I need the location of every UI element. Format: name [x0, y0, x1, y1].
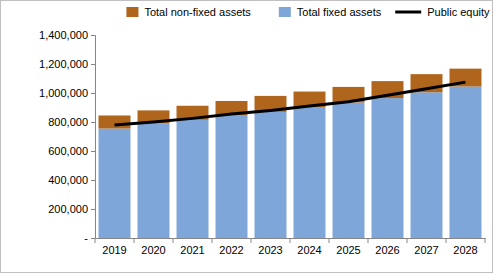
x-axis: 2019 2020 2021 2022 2023 2024 2025 2026 2027 2028: [96, 238, 486, 256]
legend-label: Total fixed assets: [297, 6, 382, 18]
x-separator: [134, 238, 135, 243]
x-separator: [290, 238, 291, 243]
legend-symbol: [126, 7, 138, 17]
x-separator: [485, 238, 486, 243]
y-tick: 1,200,000: [39, 58, 95, 70]
x-tick: 2019: [102, 238, 126, 256]
legend-symbol: [395, 11, 421, 14]
x-tick: 2022: [219, 238, 243, 256]
bar: [450, 86, 482, 238]
x-separator: [173, 238, 174, 243]
y-tick-label: -: [84, 232, 88, 244]
x-tick: 2027: [414, 238, 438, 256]
x-tick: 2021: [180, 238, 204, 256]
y-tick-label: 600,000: [48, 145, 88, 157]
x-separator: [407, 238, 408, 243]
y-tick-mark: [91, 122, 95, 123]
y-tick: 1,000,000: [39, 87, 95, 99]
x-tick: 2020: [141, 238, 165, 256]
y-tick-mark: [91, 151, 95, 152]
x-separator: [251, 238, 252, 243]
x-tick: 2026: [375, 238, 399, 256]
x-separator: [95, 238, 96, 243]
x-separator: [368, 238, 369, 243]
legend-item: Total non-fixed assets: [126, 6, 251, 18]
plot: - 200,000 400,000 600,000 800,000 1,000,000 1,…: [39, 29, 485, 256]
y-tick: 800,000: [48, 116, 95, 128]
y-tick-mark: [91, 93, 95, 94]
x-separator: [446, 238, 447, 243]
y-tick-label: 800,000: [48, 116, 88, 128]
x-tick-label: 2024: [297, 244, 321, 256]
bar: [99, 129, 131, 238]
y-tick-label: 1,000,000: [39, 87, 88, 99]
bar: [138, 123, 170, 238]
x-tick: 2023: [258, 238, 282, 256]
y-tick-mark: [91, 180, 95, 181]
y-tick: 400,000: [48, 174, 95, 186]
bar: [411, 92, 443, 238]
chart-border: [1, 1, 493, 273]
x-separator: [212, 238, 213, 243]
x-tick-label: 2026: [375, 244, 399, 256]
x-tick-label: 2022: [219, 244, 243, 256]
x-tick: 2024: [297, 238, 321, 256]
marks: [99, 69, 482, 238]
bar: [99, 115, 131, 128]
legend-symbol: [279, 7, 291, 17]
chart: - 200,000 400,000 600,000 800,000 1,000,000 1,…: [0, 0, 493, 273]
x-tick: 2028: [453, 238, 477, 256]
x-tick-label: 2027: [414, 244, 438, 256]
legend-item: Total fixed assets: [279, 6, 382, 18]
x-tick-label: 2028: [453, 244, 477, 256]
x-tick: 2025: [336, 238, 360, 256]
legend: Total non-fixed assets Total fixed assets…: [126, 6, 490, 18]
y-tick-mark: [91, 35, 95, 36]
y-tick-mark: [91, 209, 95, 210]
bar: [177, 120, 209, 238]
x-tick-label: 2023: [258, 244, 282, 256]
y-axis: - 200,000 400,000 600,000 800,000 1,000,000 1,…: [39, 29, 95, 244]
x-separators: [95, 238, 485, 243]
bar: [216, 115, 248, 238]
y-tick-label: 1,400,000: [39, 29, 88, 41]
y-tick-label: 1,200,000: [39, 58, 88, 70]
bar: [294, 108, 326, 239]
x-tick-label: 2025: [336, 244, 360, 256]
x-tick-label: 2020: [141, 244, 165, 256]
y-tick-label: 200,000: [48, 203, 88, 215]
legend-item: Public equity: [395, 6, 490, 18]
y-tick: 200,000: [48, 203, 95, 215]
y-tick: -: [84, 232, 95, 244]
y-tick-label: 400,000: [48, 174, 88, 186]
y-axis-line: [91, 36, 96, 239]
legend-label: Total non-fixed assets: [144, 6, 251, 18]
bar: [333, 102, 365, 238]
y-tick-mark: [91, 64, 95, 65]
bar: [372, 98, 404, 238]
y-tick-mark: [91, 238, 95, 239]
legend-label: Public equity: [427, 6, 490, 18]
bar: [255, 112, 287, 238]
line: [115, 82, 466, 125]
y-tick: 600,000: [48, 145, 95, 157]
y-tick: 1,400,000: [39, 29, 95, 41]
x-separator: [329, 238, 330, 243]
x-tick-label: 2021: [180, 244, 204, 256]
x-tick-label: 2019: [102, 244, 126, 256]
